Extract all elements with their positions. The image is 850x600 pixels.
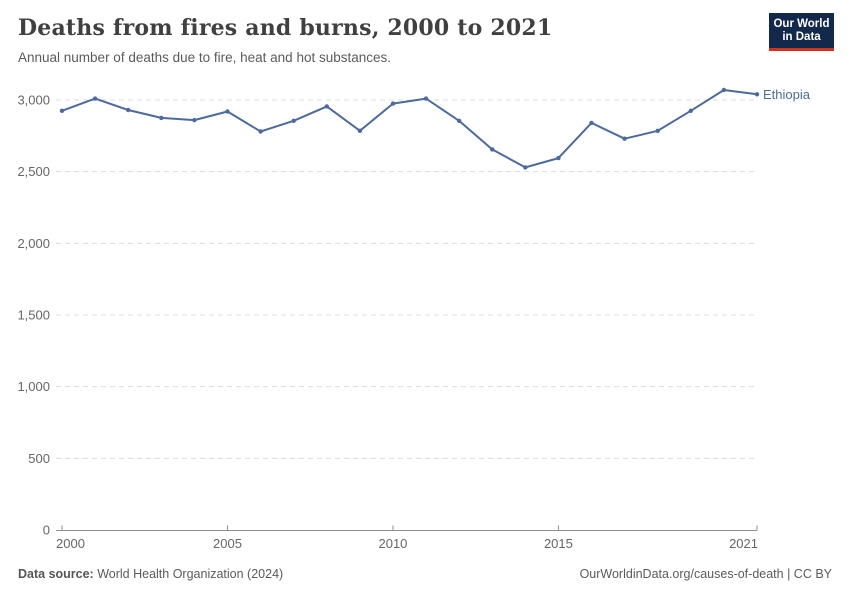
data-point-2007[interactable] — [291, 118, 296, 124]
series-line-ethiopia — [61, 89, 758, 169]
series-label-ethiopia[interactable]: Ethiopia — [763, 87, 811, 102]
data-point-2003[interactable] — [159, 115, 164, 121]
data-point-2019[interactable] — [688, 108, 693, 114]
data-source: Data source: World Health Organization (… — [18, 567, 283, 581]
data-point-2020[interactable] — [721, 87, 727, 93]
data-point-2002[interactable] — [126, 107, 131, 113]
x-tick-label-2015: 2015 — [544, 536, 573, 551]
data-point-2001[interactable] — [92, 96, 98, 101]
y-tick-label-2000: 2,000 — [17, 236, 50, 251]
chart-header: Deaths from fires and burns, 2000 to 202… — [18, 15, 758, 65]
data-point-2017[interactable] — [622, 136, 627, 141]
data-point-2021[interactable] — [754, 92, 760, 97]
data-point-2000[interactable] — [59, 108, 65, 114]
x-tick-label-2021: 2021 — [729, 536, 758, 551]
data-source-label: Data source: — [18, 567, 94, 581]
y-tick-label-0: 0 — [43, 523, 50, 538]
y-tick-label-2500: 2,500 — [17, 164, 50, 179]
y-tick-label-1000: 1,000 — [17, 379, 50, 394]
data-point-2011[interactable] — [423, 96, 429, 101]
chart-subtitle: Annual number of deaths due to fire, hea… — [18, 50, 392, 65]
x-tick-label-2000: 2000 — [56, 536, 85, 551]
data-source-value: World Health Organization (2024) — [93, 567, 284, 581]
data-point-2015[interactable] — [556, 155, 561, 161]
chart-title: Deaths from fires and burns, 2000 to 202… — [18, 15, 553, 41]
data-point-2009[interactable] — [357, 128, 363, 133]
data-point-2014[interactable] — [523, 165, 528, 170]
y-tick-label-500: 500 — [28, 451, 50, 466]
owid-logo-text-line2: in Data — [782, 30, 821, 43]
credit-link[interactable]: OurWorldinData.org/causes-of-death | CC … — [579, 567, 832, 581]
data-point-2012[interactable] — [456, 118, 462, 124]
data-point-2016[interactable] — [589, 120, 594, 126]
chart-footer: Data source: World Health Organization (… — [18, 567, 832, 581]
data-point-2006[interactable] — [258, 129, 263, 134]
data-point-2010[interactable] — [390, 101, 396, 106]
owid-logo[interactable]: Our World in Data — [769, 13, 834, 51]
y-tick-label-1500: 1,500 — [17, 308, 50, 323]
data-point-2004[interactable] — [192, 117, 197, 123]
data-point-2005[interactable] — [225, 109, 230, 114]
data-point-2008[interactable] — [324, 104, 329, 109]
x-tick-label-2010: 2010 — [378, 536, 407, 551]
data-point-2018[interactable] — [655, 128, 660, 133]
owid-logo-text-line1: Our World — [773, 17, 830, 30]
data-point-2013[interactable] — [490, 147, 495, 152]
y-tick-label-3000: 3,000 — [17, 93, 50, 108]
x-tick-label-2005: 2005 — [213, 536, 242, 551]
